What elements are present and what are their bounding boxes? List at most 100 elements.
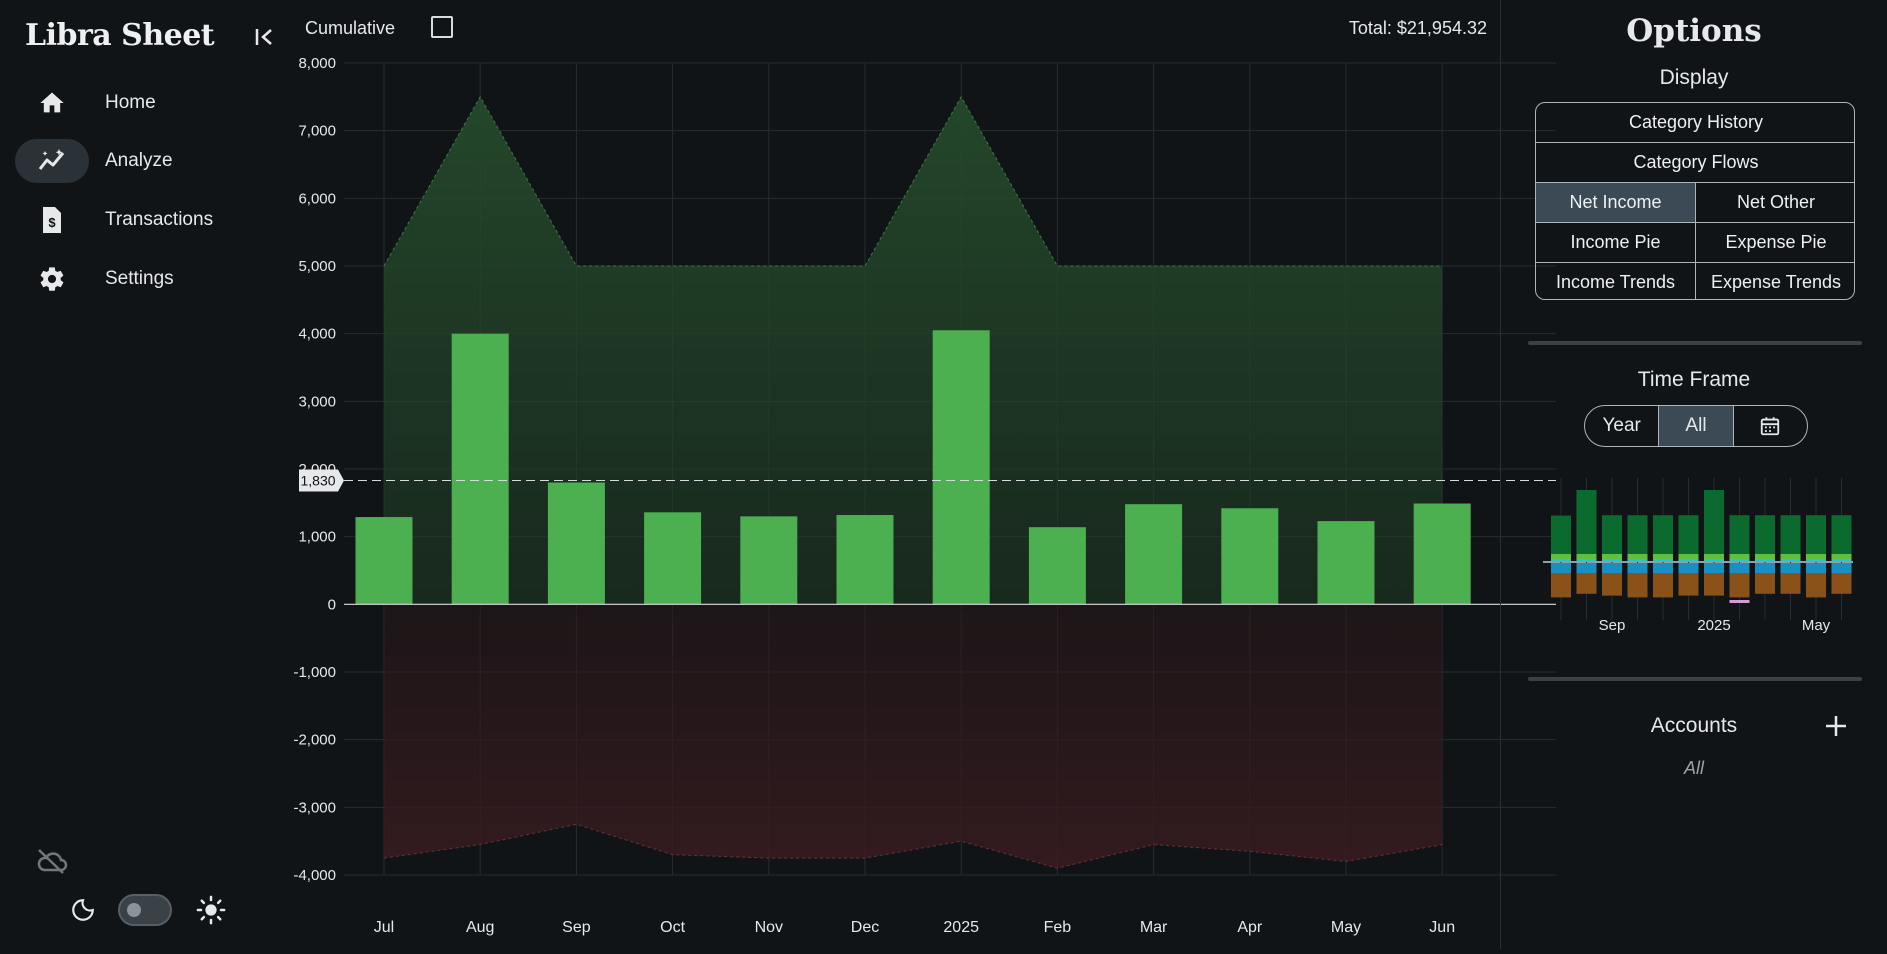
mini-income-bar-tertiary [1729,559,1750,562]
sidebar-item-home[interactable]: Home [15,81,270,125]
time-frame-selector: Year All [1584,405,1808,447]
mini-expense-bar [1806,573,1826,598]
net-income-button[interactable]: Net Income [1536,183,1695,222]
mini-income-bar [1653,515,1673,554]
mini-expense-bar-top [1806,563,1826,573]
income-pie-button[interactable]: Income Pie [1570,232,1661,252]
expense-pie-button[interactable]: Expense Pie [1725,232,1827,252]
upper-range-area [384,96,1443,605]
mini-expense-bar-top [1704,563,1724,573]
mini-income-bar-secondary [1831,554,1852,559]
mini-income-bar-secondary [1551,554,1571,559]
y-tick-label: 1,000 [298,529,336,546]
x-tick-label: Feb [1044,919,1072,936]
y-tick-label: 5,000 [298,258,336,275]
x-tick-label: 2025 [943,919,979,936]
mini-expense-bar-top [1729,563,1750,573]
x-tick-label: Aug [466,919,494,936]
mini-expense-bar-top [1755,563,1775,573]
category-history-button[interactable]: Category History [1628,112,1764,132]
bar-aug [451,333,509,605]
mini-income-bar [1704,490,1724,554]
y-tick-label: -3,000 [293,799,336,816]
bar-feb [1028,527,1086,605]
theme-switcher [70,894,226,926]
bar-apr [1221,508,1279,605]
mini-income-bar [1831,515,1852,554]
mini-income-bar-secondary [1653,554,1673,559]
time-frame-custom-button[interactable] [1732,406,1807,446]
x-tick-label: Apr [1237,919,1263,936]
sun-icon [196,895,226,925]
time-frame-all-button[interactable]: All [1658,406,1733,446]
time-frame-year-button[interactable]: Year [1602,415,1641,436]
mini-expense-bar-accent [1729,600,1750,603]
lower-range-area [384,604,1443,869]
sidebar-item-settings[interactable]: Settings [15,257,270,301]
mini-expense-bar-top [1780,563,1801,573]
receipt-icon: $ [43,207,61,233]
options-panel: Options Display Category History Categor… [1501,0,1887,949]
y-tick-label: 4,000 [298,326,336,343]
mini-x-label: Sep [1599,617,1626,634]
accounts-value: All [1683,758,1704,778]
mini-expense-bar [1602,573,1622,596]
sidebar: Libra Sheet Home Analyze $ [0,0,288,949]
mini-income-bar-secondary [1576,554,1597,559]
y-tick-label: 6,000 [298,190,336,207]
cloud-off-button[interactable] [35,848,69,879]
mini-income-bar-tertiary [1576,559,1597,562]
mini-income-bar [1576,490,1597,554]
mini-income-bar [1755,515,1775,554]
cumulative-checkbox[interactable] [431,16,453,38]
mini-expense-bar [1755,573,1775,594]
bar-jun [1413,503,1471,605]
mini-income-bar-tertiary [1653,559,1673,562]
mini-income-bar-secondary [1729,554,1750,559]
time-frame-overview-chart[interactable]: Sep 2025 May [1543,470,1853,640]
average-label: 1,830 [300,473,335,489]
mini-income-bar [1551,515,1571,554]
section-divider [1528,341,1862,345]
x-tick-label: Mar [1140,919,1168,936]
theme-toggle[interactable] [118,894,172,926]
cumulative-label: Cumulative [305,18,396,38]
sidebar-item-transactions[interactable]: $ Transactions [15,198,270,242]
mini-income-bar [1806,515,1826,554]
gear-icon [40,267,64,291]
mini-expense-bar [1678,573,1699,596]
add-account-filter-button[interactable] [1823,713,1849,739]
calendar-icon [1761,417,1780,436]
mini-expense-bar-top [1653,563,1673,573]
mini-expense-bar [1780,573,1801,594]
mini-expense-bar-top [1678,563,1699,573]
bar-nov [740,516,798,605]
mini-chart-svg: Sep 2025 May [1543,478,1853,634]
mini-expense-bar-top [1627,563,1648,573]
mini-x-label: May [1802,617,1831,634]
mini-income-bar-tertiary [1831,559,1852,562]
display-button-group: Category History Category Flows Net Inco… [1535,102,1855,300]
svg-text:$: $ [48,215,56,230]
mini-expense-bar-top [1602,563,1622,573]
mini-income-bar-secondary [1602,554,1622,559]
cloud-off-icon [37,849,68,874]
income-trends-button[interactable]: Income Trends [1555,271,1676,292]
sidebar-item-analyze[interactable]: Analyze [15,139,270,183]
category-flows-button[interactable]: Category Flows [1633,152,1759,172]
mini-income-bar-secondary [1678,554,1699,559]
expense-trends-button[interactable]: Expense Trends [1710,271,1842,292]
mini-income-bar-tertiary [1551,559,1571,562]
net-other-button[interactable]: Net Other [1736,192,1816,212]
y-tick-label: 7,000 [298,123,336,140]
mini-income-bar [1602,515,1622,554]
x-tick-label: May [1331,919,1361,936]
mini-income-bar-tertiary [1627,559,1648,562]
mini-income-bar-tertiary [1602,559,1622,562]
bar-oct [644,512,702,605]
mini-expense-bar [1627,573,1648,598]
x-tick-label: Dec [851,919,879,936]
mini-income-bar-secondary [1755,554,1775,559]
home-icon [40,92,64,113]
collapse-sidebar-button[interactable] [252,24,278,50]
